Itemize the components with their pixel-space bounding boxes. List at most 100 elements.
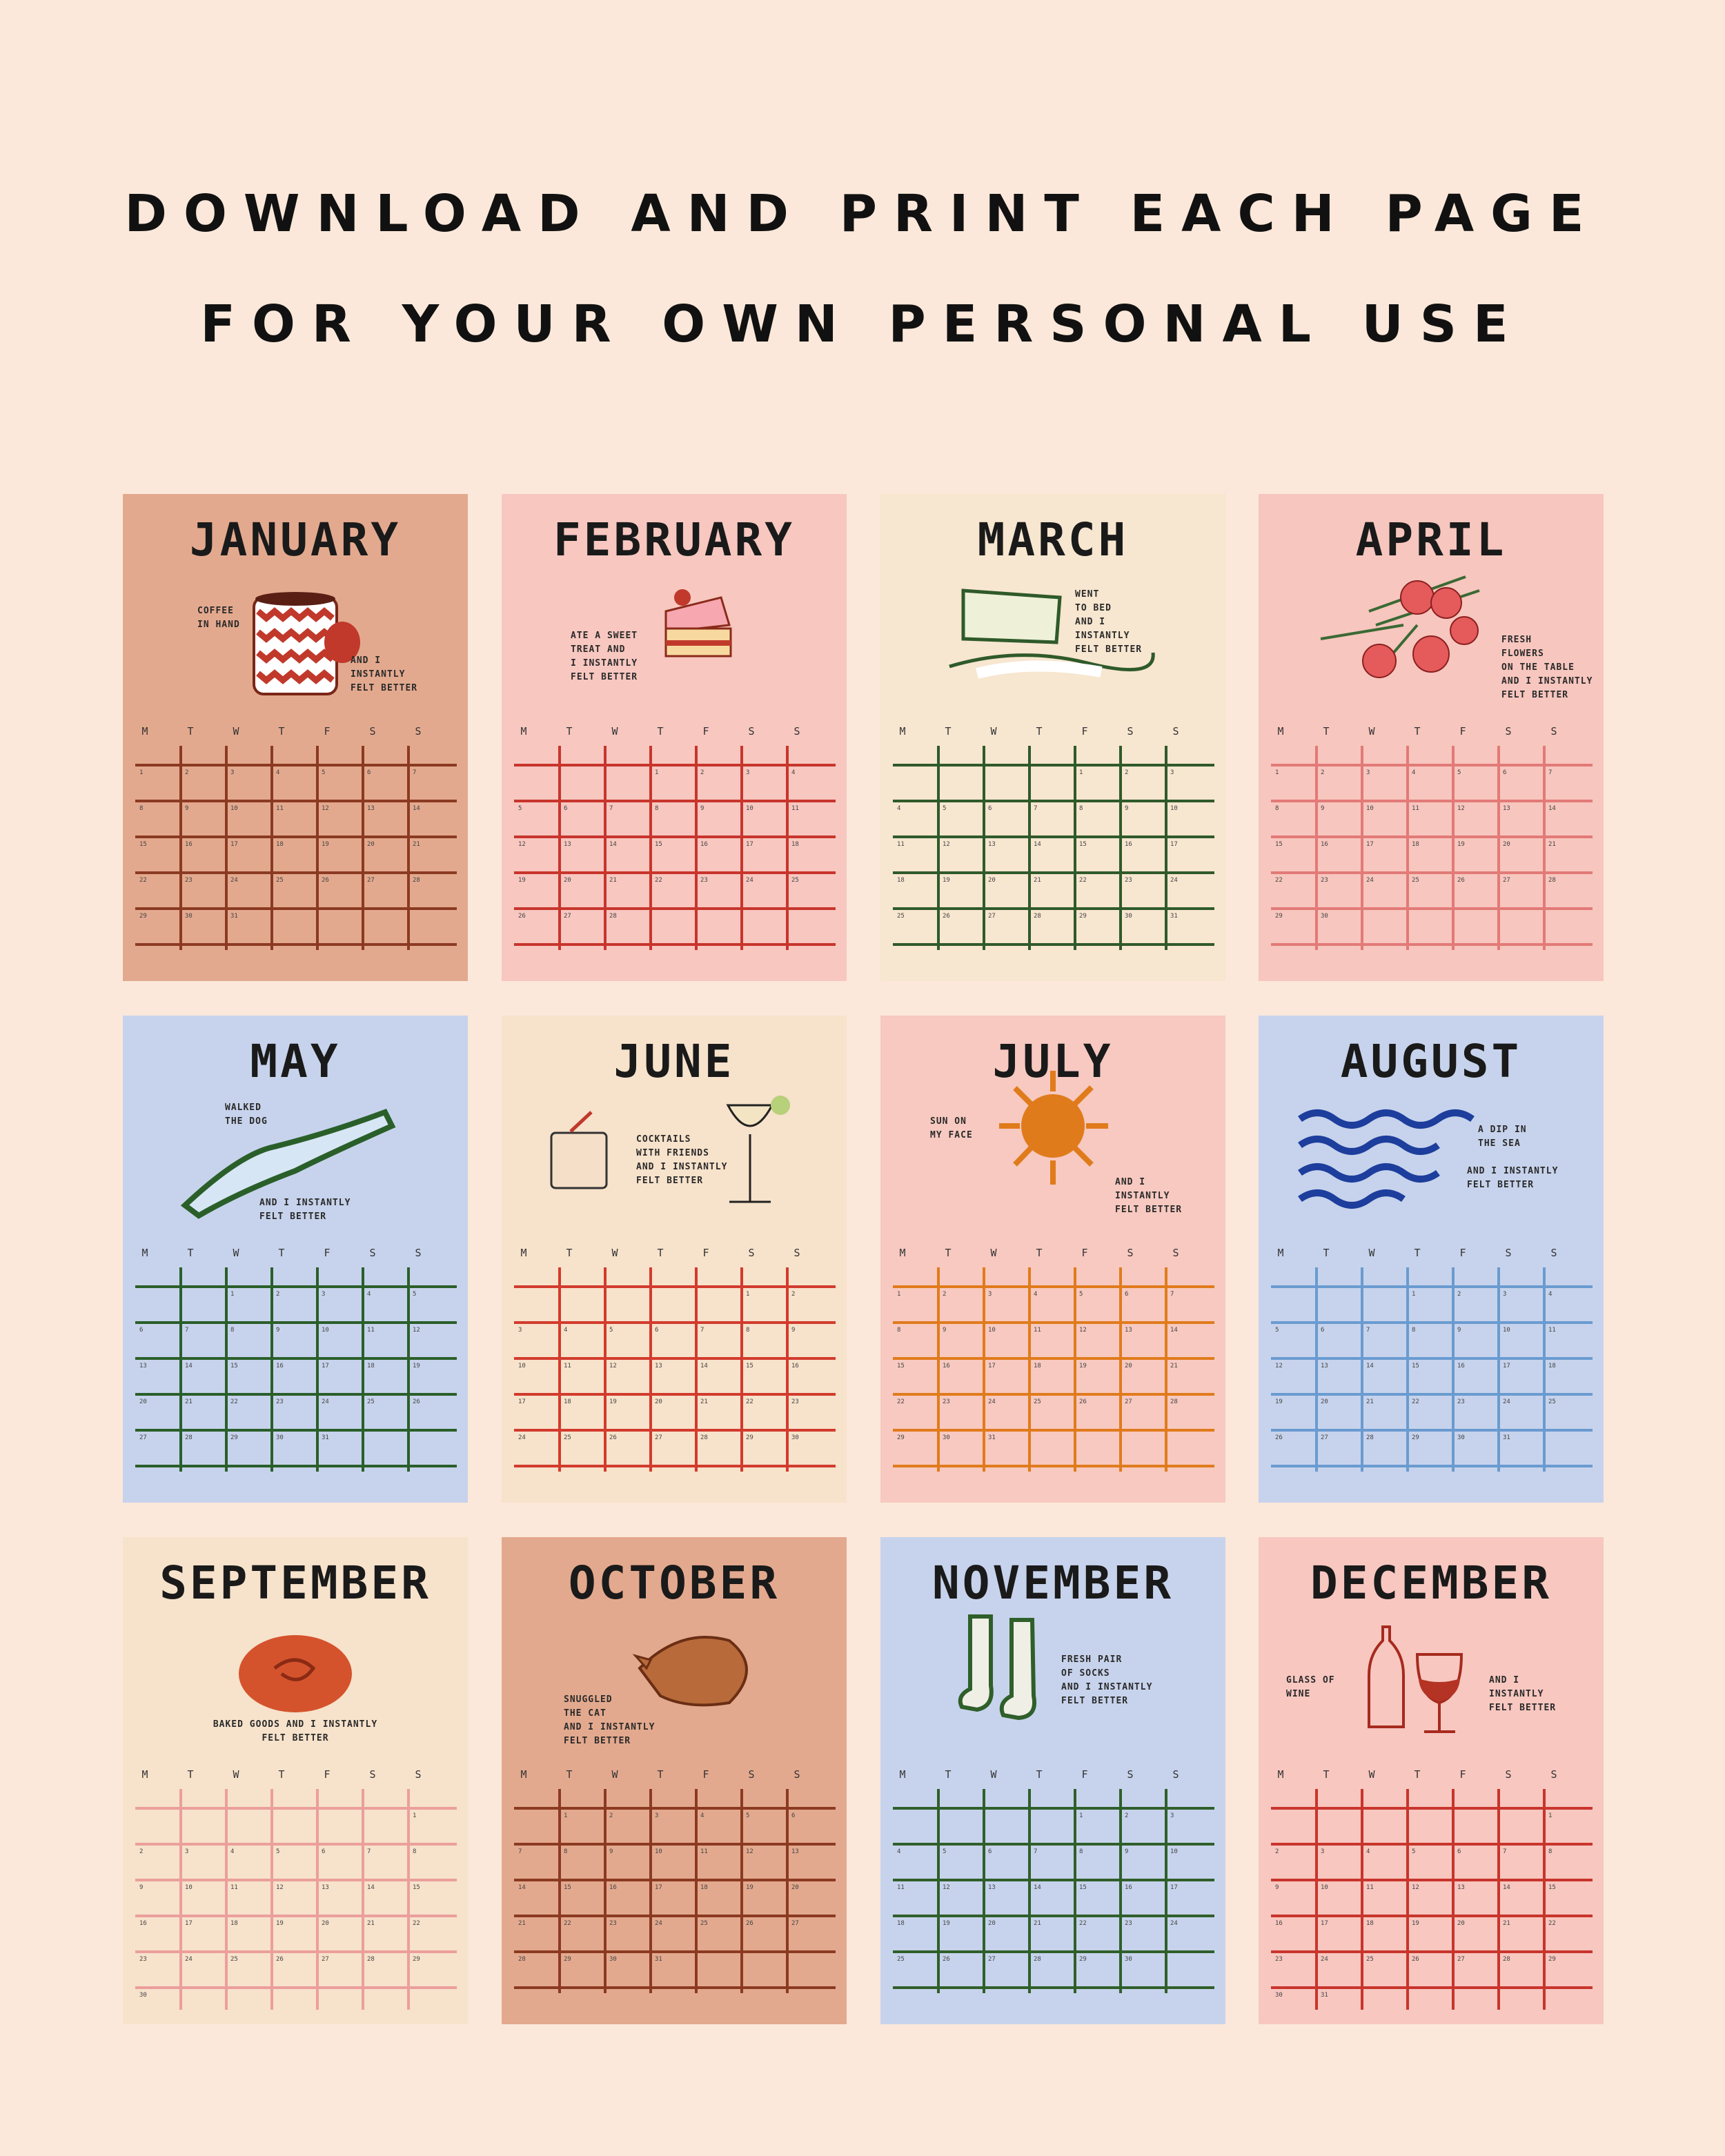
- date-number: 11: [367, 1327, 375, 1334]
- date-number: 31: [230, 913, 238, 920]
- date-number: 2: [1275, 1848, 1279, 1855]
- date-number: 21: [609, 877, 617, 884]
- weekday-label: S: [1172, 1247, 1179, 1259]
- date-number: 14: [518, 1884, 526, 1891]
- date-number: 9: [185, 805, 189, 812]
- date-number: 7: [1034, 805, 1038, 812]
- caption-text: WALKED THE DOG: [225, 1102, 268, 1127]
- caption-text: AND I INSTANTLY FELT BETTER: [1115, 1177, 1183, 1215]
- weekday-label: T: [187, 725, 194, 738]
- date-number: 3: [1503, 1291, 1507, 1298]
- date-number: 1: [1412, 1291, 1416, 1298]
- date-number: 8: [230, 1327, 235, 1334]
- date-number: 17: [655, 1884, 662, 1891]
- weekday-label: S: [369, 1768, 376, 1781]
- date-number: 3: [1170, 1812, 1174, 1819]
- date-number: 16: [791, 1363, 799, 1369]
- date-number: 19: [1412, 1920, 1419, 1927]
- date-number: 15: [746, 1363, 753, 1369]
- date-number: 22: [564, 1920, 571, 1927]
- date-number: 3: [1366, 769, 1370, 776]
- weekday-label: T: [566, 1247, 573, 1259]
- caption-text: AND I INSTANTLY FELT BETTER: [1489, 1675, 1557, 1713]
- date-number: 11: [564, 1363, 571, 1369]
- date-number: 29: [746, 1434, 753, 1441]
- date-number: 17: [1321, 1920, 1328, 1927]
- date-number: 2: [1321, 769, 1325, 776]
- date-number: 18: [276, 841, 284, 848]
- date-number: 6: [1503, 769, 1507, 776]
- date-number: 20: [322, 1920, 329, 1927]
- date-number: 11: [1034, 1327, 1041, 1334]
- date-number: 11: [1366, 1884, 1374, 1891]
- weekday-label: S: [369, 725, 376, 738]
- date-number: 6: [139, 1327, 144, 1334]
- weekday-label: M: [520, 725, 527, 738]
- date-number: 19: [413, 1363, 420, 1369]
- date-number: 27: [322, 1956, 329, 1963]
- date-number: 13: [988, 1884, 996, 1891]
- date-number: 15: [230, 1363, 238, 1369]
- date-number: 20: [1125, 1363, 1132, 1369]
- caption-text: AND I INSTANTLY FELT BETTER: [1467, 1166, 1559, 1190]
- date-number: 22: [139, 877, 147, 884]
- date-number: 16: [1125, 841, 1132, 848]
- date-number: 29: [139, 913, 147, 920]
- weekday-label: W: [990, 725, 997, 738]
- weekday-label: W: [1368, 1768, 1375, 1781]
- weekday-label: M: [520, 1768, 527, 1781]
- date-number: 4: [1034, 1291, 1038, 1298]
- date-number: 11: [791, 805, 799, 812]
- weekday-label: S: [369, 1247, 376, 1259]
- weekday-label: F: [702, 1247, 709, 1259]
- date-number: 21: [1034, 1920, 1041, 1927]
- date-number: 20: [367, 841, 375, 848]
- date-number: 24: [746, 877, 753, 884]
- weekday-label: M: [520, 1247, 527, 1259]
- month-card-february: FEBRUARY ATE A SWEET TREAT AND I INSTANTL…: [502, 494, 847, 981]
- date-number: 18: [1548, 1363, 1556, 1369]
- date-number: 24: [322, 1398, 329, 1405]
- date-number: 28: [518, 1956, 526, 1963]
- weekday-label: M: [899, 1768, 906, 1781]
- date-number: 13: [1503, 805, 1510, 812]
- date-number: 15: [1079, 841, 1087, 848]
- date-number: 26: [322, 877, 329, 884]
- date-number: 12: [518, 841, 526, 848]
- date-number: 5: [746, 1812, 750, 1819]
- weekday-label: S: [1127, 725, 1134, 738]
- date-number: 23: [609, 1920, 617, 1927]
- date-number: 9: [1457, 1327, 1461, 1334]
- date-number: 12: [276, 1884, 284, 1891]
- weekday-label: W: [233, 1247, 239, 1259]
- date-number: 28: [700, 1434, 708, 1441]
- date-number: 5: [322, 769, 326, 776]
- date-number: 5: [276, 1848, 280, 1855]
- date-number: 4: [897, 805, 901, 812]
- weekday-label: S: [1550, 1768, 1557, 1781]
- date-number: 7: [1548, 769, 1552, 776]
- month-card-june: JUNE COCKTAILS WITH FRIENDS AND I INSTANT…: [502, 1016, 847, 1503]
- date-number: 27: [791, 1920, 799, 1927]
- date-number: 18: [1366, 1920, 1374, 1927]
- date-number: 29: [1548, 1956, 1556, 1963]
- date-number: 19: [943, 877, 950, 884]
- calendar-grid-lines: [893, 1789, 1214, 1993]
- caption-text: COFFEE IN HAND: [197, 606, 240, 630]
- date-number: 7: [367, 1848, 371, 1855]
- weekday-label: S: [748, 1247, 755, 1259]
- date-number: 23: [276, 1398, 284, 1405]
- date-number: 19: [1457, 841, 1465, 848]
- date-number: 5: [1079, 1291, 1083, 1298]
- date-number: 2: [943, 1291, 947, 1298]
- date-number: 23: [1275, 1956, 1283, 1963]
- month-card-april: APRIL FRESH FLOWERS ON THE TABLE AND I IN…: [1259, 494, 1604, 981]
- date-number: 6: [988, 805, 992, 812]
- caption-text: BAKED GOODS AND I INSTANTLY FELT BETTER: [213, 1719, 378, 1743]
- date-number: 7: [700, 1327, 704, 1334]
- date-number: 25: [1034, 1398, 1041, 1405]
- month-card-december: DECEMBER GLASS OF WINE AND I INSTANTLY FEL…: [1259, 1537, 1604, 2024]
- date-number: 28: [367, 1956, 375, 1963]
